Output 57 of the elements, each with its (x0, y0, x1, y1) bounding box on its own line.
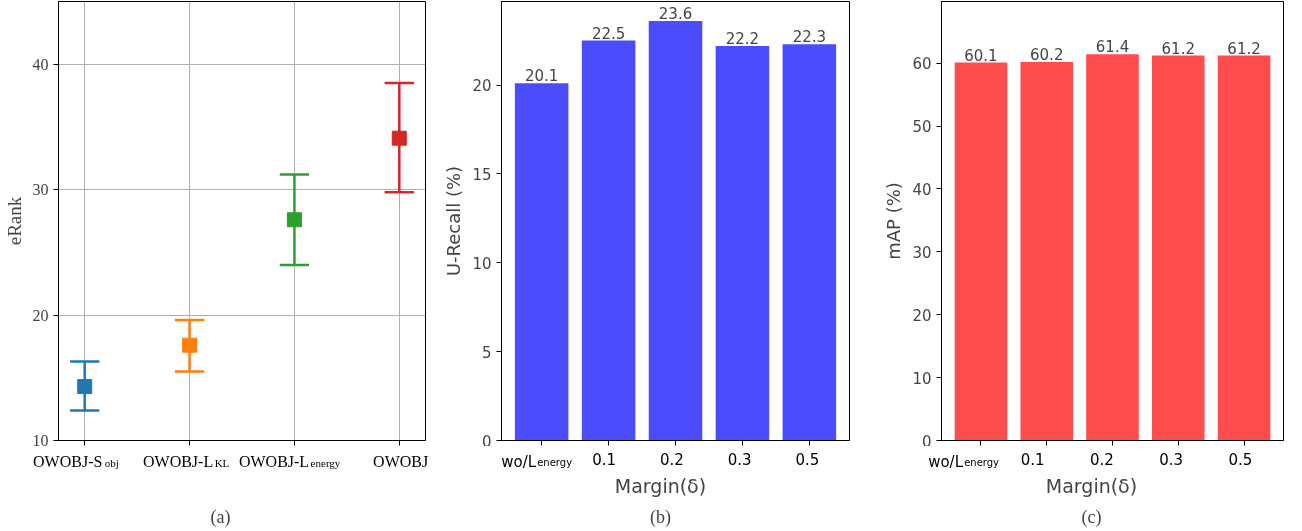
y-axis-title: eRank (3, 196, 25, 246)
y-axis-title: U-Recall (%) (443, 165, 465, 277)
data-label: 22.2 (725, 29, 760, 48)
x-tick-label: 0.3 (727, 450, 752, 469)
x-axis-title: Margin(δ) (614, 474, 707, 497)
x-tick-label: OWOBJ-LKL (142, 452, 230, 470)
x-tick-label: 0.3 (1159, 450, 1184, 469)
x-tick-label: OWOBJ-Sobj (33, 452, 119, 470)
text: (c) (1081, 506, 1102, 528)
y-tick-label: 20 (32, 306, 49, 324)
data-label: 60.1 (964, 46, 998, 65)
x-tick-label: 0.2 (1090, 450, 1114, 469)
y-tick-label: 40 (32, 55, 49, 73)
data-label: 61.2 (1227, 39, 1261, 58)
bar (581, 40, 636, 441)
x-tick-label: 0.1 (1020, 450, 1045, 469)
y-tick-label: 30 (912, 243, 932, 262)
y-tick-label: 30 (32, 181, 49, 199)
y-tick-label: 0 (921, 432, 932, 451)
text: (a) (210, 506, 231, 528)
y-tick-label: 60 (912, 55, 932, 74)
y-tick-label: 20 (472, 77, 492, 96)
y-tick-label: 0 (481, 432, 492, 451)
data-label: 22.3 (792, 28, 827, 47)
data-label: 22.5 (591, 24, 626, 43)
data-label: 60.2 (1030, 45, 1064, 64)
y-tick-label: 20 (912, 306, 932, 325)
text: (b) (650, 506, 672, 528)
bar (715, 45, 770, 441)
x-tick-label: 0.5 (1228, 450, 1253, 469)
x-tick-label: wo/Lenergy (501, 452, 573, 471)
y-tick-label: 15 (472, 165, 492, 184)
y-tick-label: 10 (912, 369, 932, 388)
data-label: 20.1 (524, 67, 559, 86)
x-tick-label: 0.2 (660, 450, 684, 469)
data-label: 61.4 (1095, 38, 1130, 57)
y-tick-label: 10 (472, 254, 492, 273)
x-tick-label: 0.5 (795, 450, 820, 469)
point (286, 212, 302, 228)
x-tick-label: wo/Lenergy (928, 452, 1000, 471)
y-tick-label: 5 (481, 343, 492, 362)
x-axis-title: Margin(δ) (1045, 474, 1138, 497)
bar (514, 83, 569, 441)
x-tick-label: OWOBJ (373, 452, 429, 470)
point (182, 337, 198, 353)
y-tick-label: 40 (912, 180, 932, 199)
point (77, 379, 93, 395)
data-label: 23.6 (658, 5, 693, 24)
bar (782, 44, 837, 441)
y-tick-label: 10 (32, 432, 49, 449)
x-tick-label: 0.1 (592, 450, 617, 469)
y-tick-label: 50 (912, 118, 932, 137)
point (391, 130, 407, 146)
x-tick-label: OWOBJ-Lenergy (238, 452, 341, 470)
y-axis-title: mAP (%) (883, 182, 905, 260)
data-label: 61.2 (1161, 39, 1195, 58)
bar (648, 21, 703, 441)
